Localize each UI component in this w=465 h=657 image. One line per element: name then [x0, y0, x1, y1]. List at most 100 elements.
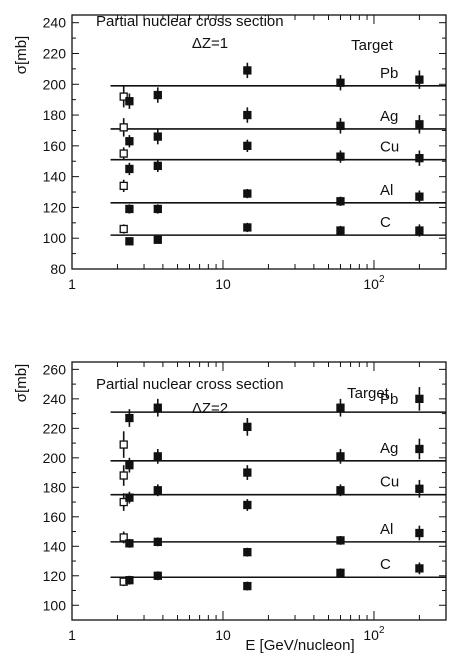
target-legend-title: Target [351, 37, 394, 54]
y-tick-label: 220 [43, 45, 67, 61]
filled-square-point [125, 576, 134, 585]
series-c: C [110, 556, 446, 591]
delta-z-annotation: ΔZ=1 [192, 35, 228, 52]
filled-square-point [336, 452, 345, 461]
filled-square-point [415, 484, 424, 493]
y-tick-label: 240 [43, 391, 67, 407]
filled-square-point [153, 90, 162, 100]
filled-square-point [415, 528, 424, 538]
y-tick-label: 180 [43, 107, 67, 123]
x-tick-label: 10 [215, 276, 231, 292]
series-label-cu: Cu [380, 139, 399, 156]
chart-title: Partial nuclear cross section [96, 376, 284, 393]
series-label-cu: Cu [380, 474, 399, 491]
filled-square-point [336, 121, 345, 130]
series-al: Al [110, 521, 446, 557]
filled-square-point [415, 120, 424, 129]
series-c: C [110, 214, 446, 246]
filled-square-point [415, 75, 424, 84]
filled-square-point [415, 444, 424, 454]
filled-square-point [243, 581, 252, 591]
target-legend-title: Target [347, 385, 390, 402]
series-cu: Cu [110, 139, 446, 176]
open-square-point [119, 471, 128, 480]
series-label-al: Al [380, 182, 393, 199]
filled-square-point [153, 132, 162, 141]
filled-square-point [336, 78, 345, 87]
x-tick-label: 1 [68, 627, 76, 643]
filled-square-point [153, 452, 162, 461]
filled-square-point [243, 223, 252, 232]
filled-square-point [125, 413, 134, 423]
filled-square-point [153, 235, 162, 244]
filled-square-point [415, 226, 424, 235]
filled-square-point [125, 204, 134, 214]
y-tick-label: 80 [50, 261, 66, 277]
y-tick-label: 240 [43, 15, 67, 31]
series-al: Al [110, 179, 446, 214]
filled-square-point [125, 97, 134, 106]
filled-square-point [243, 110, 252, 120]
x-tick-label-exponent: 2 [379, 625, 385, 636]
y-tick-label: 160 [43, 138, 67, 154]
y-tick-label: 140 [43, 169, 67, 185]
filled-square-point [125, 164, 134, 174]
filled-square-point [336, 486, 345, 495]
y-tick-label: 220 [43, 420, 67, 436]
open-square-point [119, 224, 128, 234]
filled-square-point [153, 161, 162, 171]
filled-square-point [243, 189, 252, 198]
filled-square-point [336, 568, 345, 577]
filled-square-point [243, 548, 252, 557]
filled-square-point [415, 394, 424, 404]
filled-square-point [125, 493, 134, 502]
plot-frame [71, 14, 447, 270]
x-tick-label: 102 [363, 625, 385, 643]
series-label-ag: Ag [380, 108, 398, 125]
filled-square-point [336, 403, 345, 412]
series-ag: Ag [110, 107, 446, 148]
filled-square-point [243, 500, 252, 510]
filled-square-point [153, 403, 162, 412]
filled-square-point [336, 226, 345, 235]
filled-square-point [153, 537, 162, 547]
y-tick-label: 200 [43, 76, 67, 92]
delta-z-annotation: ΔZ=2 [192, 400, 228, 417]
y-tick-label: 120 [43, 568, 67, 584]
x-axis-label: E [GeV/nucleon] [245, 637, 354, 654]
x-tick-label-base: 10 [215, 276, 231, 292]
filled-square-point [336, 536, 345, 545]
plot-frame [71, 361, 447, 621]
x-tick-label: 1 [68, 276, 76, 292]
filled-square-point [153, 204, 162, 214]
series-pb: Pb [110, 62, 446, 109]
filled-square-point [125, 539, 134, 548]
filled-square-point [153, 571, 162, 580]
x-tick-label-base: 10 [363, 276, 379, 292]
chart-title: Partial nuclear cross section [96, 13, 284, 30]
filled-square-point [125, 137, 134, 146]
series-label-c: C [380, 214, 391, 231]
filled-square-point [415, 564, 424, 573]
x-tick-label-base: 1 [68, 627, 76, 643]
series-label-c: C [380, 556, 391, 573]
x-tick-label-base: 1 [68, 276, 76, 292]
filled-square-point [125, 461, 134, 470]
series-label-al: Al [380, 521, 393, 538]
y-tick-label: 100 [43, 230, 67, 246]
filled-square-point [243, 422, 252, 432]
y-tick-label: 160 [43, 509, 67, 525]
y-tick-label: 200 [43, 450, 67, 466]
filled-square-point [336, 152, 345, 161]
x-tick-label-base: 10 [363, 627, 379, 643]
filled-square-point [125, 237, 134, 246]
x-tick-label-base: 10 [215, 627, 231, 643]
open-square-point [119, 533, 128, 542]
y-axis-label: σ[mb] [13, 364, 30, 402]
filled-square-point [415, 192, 424, 201]
series-cu: Cu [110, 474, 446, 511]
open-square-point [119, 92, 128, 101]
x-tick-label: 102 [363, 274, 385, 292]
series-label-pb: Pb [380, 391, 398, 408]
